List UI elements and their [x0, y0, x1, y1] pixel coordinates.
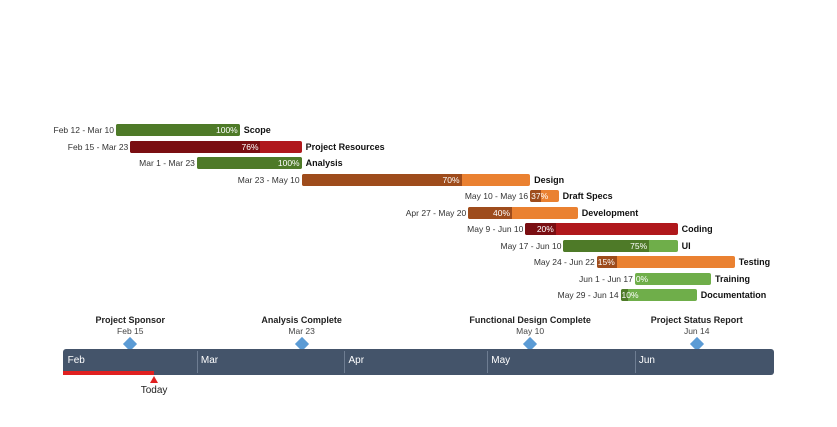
today-marker-icon: [150, 376, 159, 383]
task-percent-label: 0%: [635, 273, 649, 284]
task-bar[interactable]: 76%: [130, 140, 302, 153]
task-date-range: Feb 12 - Mar 10: [53, 125, 114, 135]
task-name: Coding: [681, 224, 713, 234]
task-percent-label: 15%: [597, 257, 615, 267]
task-progress-fill: [130, 140, 261, 153]
task-name: Draft Specs: [562, 191, 613, 201]
task-date-range: May 17 - Jun 10: [500, 240, 562, 251]
task-name: Training: [715, 273, 751, 284]
milestone-date: Jun 14: [683, 326, 710, 336]
task-percent-label: 37%: [531, 191, 549, 201]
task-progress-fill: [563, 239, 650, 252]
task-percent-label: 20%: [536, 224, 554, 234]
task-name: Documentation: [700, 290, 767, 300]
task-bar[interactable]: 40%: [468, 206, 578, 219]
task-date-range: Jun 1 - Jun 17: [578, 273, 633, 284]
task-percent-label: 75%: [630, 240, 648, 251]
month-separator: [196, 351, 198, 373]
task-date-range: Apr 27 - May 20: [405, 207, 467, 218]
task-bar[interactable]: 10%: [620, 289, 697, 301]
task-progress-fill: [196, 157, 302, 169]
month-label: Apr: [348, 355, 365, 366]
milestone-date: Mar 23: [288, 326, 315, 336]
task-bar[interactable]: 75%: [563, 239, 678, 252]
milestone-title: Project Sponsor: [95, 315, 166, 325]
milestone-title: Functional Design Complete: [469, 315, 591, 325]
task-name: Development: [581, 207, 639, 218]
task-percent-label: 40%: [493, 207, 511, 218]
task-bar[interactable]: 0%: [634, 272, 711, 285]
month-label: Jun: [638, 355, 655, 366]
task-percent-label: 70%: [442, 174, 460, 185]
task-bar[interactable]: 37%: [530, 190, 559, 202]
task-date-range: Mar 23 - May 10: [237, 174, 300, 185]
task-name: Scope: [243, 125, 271, 135]
task-progress-fill: [116, 124, 240, 136]
month-separator: [344, 351, 346, 373]
task-name: Analysis: [305, 158, 343, 168]
month-label: May: [491, 355, 511, 366]
task-progress-fill: [620, 289, 629, 301]
month-label: Mar: [200, 355, 219, 366]
task-bar[interactable]: 100%: [196, 157, 302, 169]
task-progress-fill: [525, 223, 556, 235]
task-percent-label: 76%: [241, 141, 259, 152]
task-progress-fill: [301, 173, 462, 186]
task-date-range: Mar 1 - Mar 23: [139, 158, 195, 168]
task-date-range: Feb 15 - Mar 23: [67, 141, 129, 152]
task-bar[interactable]: 70%: [301, 173, 531, 186]
today-label: Today: [140, 385, 168, 396]
task-name: Testing: [738, 257, 771, 267]
task-percent-label: 100%: [277, 158, 300, 168]
month-separator: [634, 351, 636, 373]
milestone-title: Project Status Report: [650, 315, 743, 325]
task-progress-fill: [468, 206, 513, 219]
milestone-date: May 10: [516, 326, 545, 336]
milestone-row: Project Sponsor Feb 15 Analysis Complete Ma…: [0, 310, 837, 355]
task-progress-fill: [530, 190, 541, 202]
task-progress-fill: [596, 256, 618, 268]
task-date-range: May 29 - Jun 14: [557, 290, 619, 300]
timeline-bar: Feb Mar Apr May Jun: [63, 349, 774, 375]
task-date-range: May 10 - May 16: [464, 191, 529, 201]
task-name: Design: [534, 174, 565, 185]
task-bar[interactable]: 15%: [596, 256, 735, 268]
milestone-title: Analysis Complete: [261, 315, 342, 325]
task-bar[interactable]: 20%: [525, 223, 678, 235]
month-separator: [487, 351, 489, 373]
task-percent-label: 100%: [216, 125, 238, 135]
month-label: Feb: [67, 355, 85, 366]
task-percent-label: 10%: [621, 290, 639, 300]
task-date-range: May 24 - Jun 22: [533, 257, 595, 267]
task-bar[interactable]: 100%: [116, 124, 240, 136]
gantt-chart: Feb 12 - Mar 10 100% Scope Feb 15 - Mar 23 7…: [53, 124, 771, 301]
milestone-date: Feb 15: [117, 326, 144, 336]
today-progress-bar: [63, 371, 155, 375]
task-date-range: May 9 - Jun 10: [467, 224, 524, 234]
task-name: Project Resources: [305, 141, 385, 152]
task-name: UI: [681, 240, 691, 251]
